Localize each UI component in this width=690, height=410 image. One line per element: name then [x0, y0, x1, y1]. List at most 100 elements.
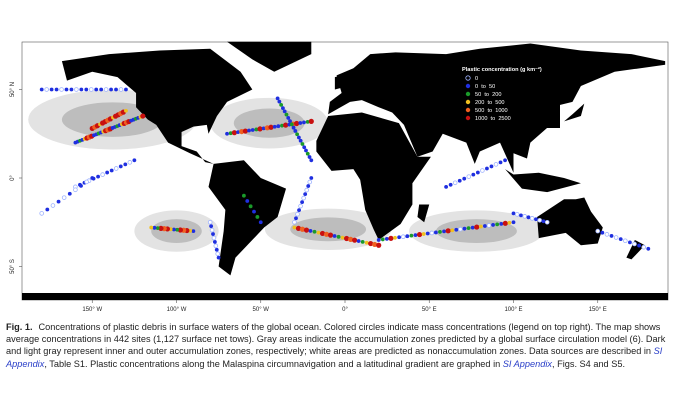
lat-label: 50° N	[10, 82, 16, 97]
site	[534, 217, 538, 222]
caption-link[interactable]: SI Appendix	[6, 346, 663, 369]
site	[308, 118, 314, 124]
site	[499, 221, 504, 226]
site	[109, 168, 114, 173]
site	[302, 120, 306, 125]
site	[466, 226, 471, 231]
site	[64, 87, 69, 92]
site	[454, 227, 459, 232]
caption-link[interactable]: SI Appendix	[502, 358, 552, 369]
lon-label: 50° E	[422, 307, 437, 313]
site	[283, 122, 289, 128]
site	[344, 235, 350, 242]
site	[380, 237, 385, 242]
site	[503, 158, 507, 163]
landmass	[22, 293, 668, 300]
site	[384, 236, 389, 241]
site	[292, 219, 297, 225]
site	[485, 166, 489, 171]
site	[312, 229, 317, 234]
site	[457, 178, 462, 183]
site	[445, 228, 451, 234]
site	[118, 87, 124, 92]
site	[88, 87, 94, 92]
site	[118, 164, 123, 169]
legend-swatch	[465, 83, 471, 89]
landmass	[564, 103, 585, 122]
site	[368, 240, 374, 247]
legend-title: Plastic concentration (g km⁻²)	[462, 66, 542, 73]
site	[191, 229, 196, 234]
site	[54, 87, 59, 92]
site	[275, 96, 280, 101]
site	[257, 126, 263, 132]
site	[216, 255, 221, 260]
site	[498, 160, 503, 165]
site	[600, 230, 605, 235]
site	[172, 227, 176, 232]
site	[100, 172, 105, 177]
site	[296, 135, 301, 140]
site	[289, 122, 294, 127]
site	[109, 87, 113, 92]
landmass	[417, 204, 430, 223]
site	[300, 200, 305, 205]
site	[284, 112, 289, 117]
site	[39, 211, 44, 216]
site	[595, 228, 601, 234]
site	[522, 214, 528, 219]
site	[425, 231, 430, 236]
site	[483, 224, 487, 228]
site	[177, 227, 183, 233]
caption-text: , Figs. S4 and S5.	[551, 358, 626, 369]
lon-label: 150° W	[82, 307, 102, 313]
site	[519, 213, 523, 218]
site	[261, 126, 266, 131]
site	[79, 183, 83, 188]
legend-swatch	[465, 91, 471, 97]
site	[471, 172, 476, 177]
site	[280, 123, 284, 128]
site	[478, 224, 483, 229]
site	[294, 120, 300, 127]
site	[228, 131, 233, 136]
site	[302, 145, 307, 150]
site	[462, 176, 467, 181]
site	[442, 229, 446, 234]
lat-label: 50° S	[10, 259, 16, 274]
lon-label: 100° W	[167, 307, 187, 313]
site	[149, 225, 154, 230]
site	[305, 151, 310, 156]
site	[604, 232, 610, 237]
site	[319, 230, 326, 237]
site	[507, 220, 512, 225]
site	[286, 116, 291, 120]
site	[258, 220, 263, 225]
site	[255, 215, 260, 219]
site	[250, 128, 255, 132]
site	[212, 240, 217, 244]
site	[294, 216, 298, 221]
site	[295, 132, 300, 137]
site	[309, 158, 314, 163]
site	[44, 87, 49, 92]
site	[352, 237, 358, 243]
caption-text: , Table S1. Plastic concentrations along…	[44, 358, 503, 369]
site	[207, 219, 213, 225]
site	[79, 87, 84, 92]
landmass	[208, 160, 287, 276]
sample-sites	[39, 87, 651, 260]
site	[400, 234, 406, 240]
caption-label: Fig. 1.	[6, 322, 33, 332]
site	[303, 227, 310, 233]
site	[493, 162, 499, 167]
site	[211, 232, 215, 236]
legend-label: 50 to 200	[475, 92, 501, 98]
site	[247, 128, 251, 133]
site	[304, 148, 308, 153]
site	[308, 229, 313, 233]
site	[529, 216, 535, 221]
site	[69, 87, 74, 92]
legend-swatch	[465, 115, 471, 121]
site	[84, 87, 89, 92]
